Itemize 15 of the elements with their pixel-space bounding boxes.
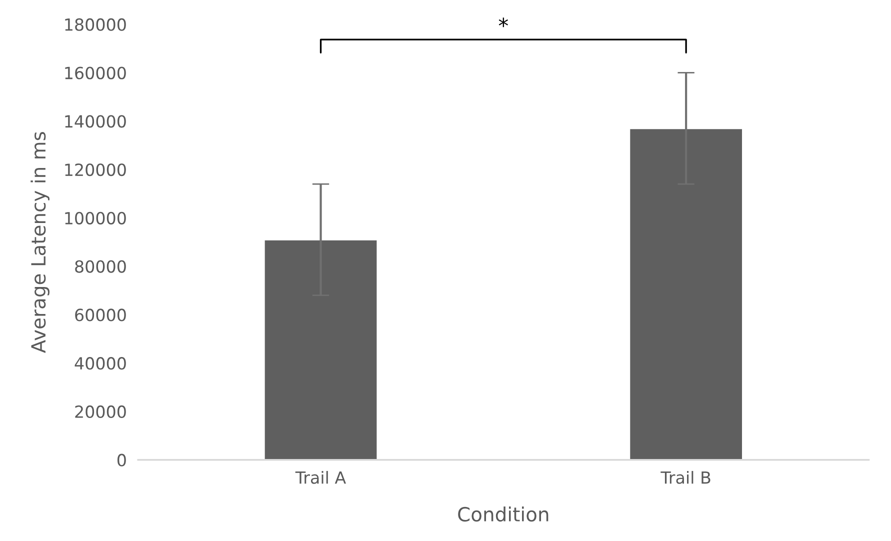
y-tick-label: 140000: [65, 115, 126, 128]
y-tick-label: 180000: [65, 18, 126, 31]
x-axis-title: Condition: [458, 506, 548, 522]
y-axis-title: Average Latency in ms: [30, 132, 50, 353]
annotation: *: [498, 18, 508, 28]
y-tick-label: 40000: [74, 357, 126, 370]
y-tick-label: 0: [117, 454, 126, 466]
x-tick-label: Trail A: [295, 470, 346, 484]
x-tick-label: Trail B: [660, 470, 710, 484]
y-tick-label: 80000: [75, 260, 126, 273]
y-tick-label: 20000: [75, 405, 126, 418]
y-tick-label: 120000: [65, 163, 126, 176]
y-tick-label: 100000: [65, 212, 126, 224]
y-tick-label: 160000: [65, 66, 126, 80]
y-tick-label: 60000: [75, 308, 126, 322]
